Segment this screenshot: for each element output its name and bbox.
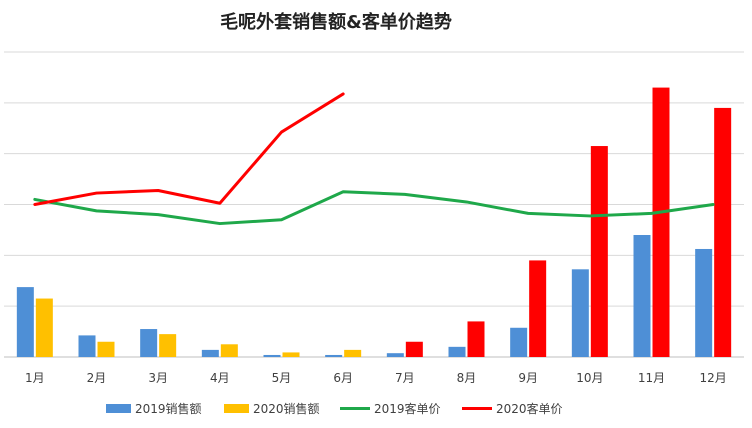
bar-2019-sales — [140, 329, 158, 357]
bar-2019-sales — [386, 353, 404, 357]
legend-swatch — [224, 404, 249, 413]
bar-2019-sales — [325, 354, 343, 357]
bar-2020-sales-red — [590, 146, 608, 357]
legend-label: 2020客单价 — [496, 401, 563, 416]
bar-2020-sales — [282, 352, 300, 357]
x-tick-label: 12月 — [700, 371, 727, 385]
legend-label: 2019客单价 — [374, 401, 441, 416]
bar-2020-sales-red — [405, 341, 423, 357]
legend-swatch — [106, 404, 131, 413]
bar-2020-sales — [35, 298, 53, 357]
x-tick-label: 2月 — [87, 371, 107, 385]
bar-2019-sales — [201, 349, 219, 357]
bar-2020-sales-red — [714, 107, 732, 358]
x-tick-label: 10月 — [576, 371, 603, 385]
x-tick-label: 1月 — [25, 371, 45, 385]
x-tick-label: 11月 — [638, 371, 665, 385]
line-2019-avg-price — [33, 190, 715, 226]
bar-2020-sales — [344, 349, 362, 357]
bar-2020-sales-red — [529, 260, 547, 357]
bar-2020-sales-red — [652, 87, 670, 357]
bar-2020-sales-red — [467, 321, 485, 357]
bar-2019-sales — [571, 269, 589, 357]
legend-label: 2019销售额 — [135, 401, 202, 416]
bar-2019-sales — [510, 327, 528, 357]
x-tick-label: 7月 — [395, 371, 415, 385]
legend-label: 2020销售额 — [253, 401, 320, 416]
bar-2019-sales — [78, 335, 96, 357]
bar-2020-sales — [220, 344, 238, 357]
x-tick-label: 5月 — [272, 371, 292, 385]
x-tick-label: 6月 — [333, 371, 353, 385]
bar-2019-sales — [263, 354, 281, 357]
bar-2020-sales — [97, 341, 115, 357]
x-tick-label: 8月 — [457, 371, 477, 385]
chart-title: 毛呢外套销售额&客单价趋势 — [220, 12, 452, 33]
x-tick-label: 4月 — [210, 371, 230, 385]
bar-2019-sales — [633, 235, 651, 357]
bar-2019-sales — [16, 287, 34, 357]
bar-2019-sales — [448, 346, 466, 357]
x-tick-label: 9月 — [518, 371, 538, 385]
bar-2019-sales — [695, 248, 713, 357]
line-2020-avg-price — [33, 92, 345, 206]
bar-2020-sales — [159, 334, 177, 357]
x-tick-label: 3月 — [148, 371, 168, 385]
